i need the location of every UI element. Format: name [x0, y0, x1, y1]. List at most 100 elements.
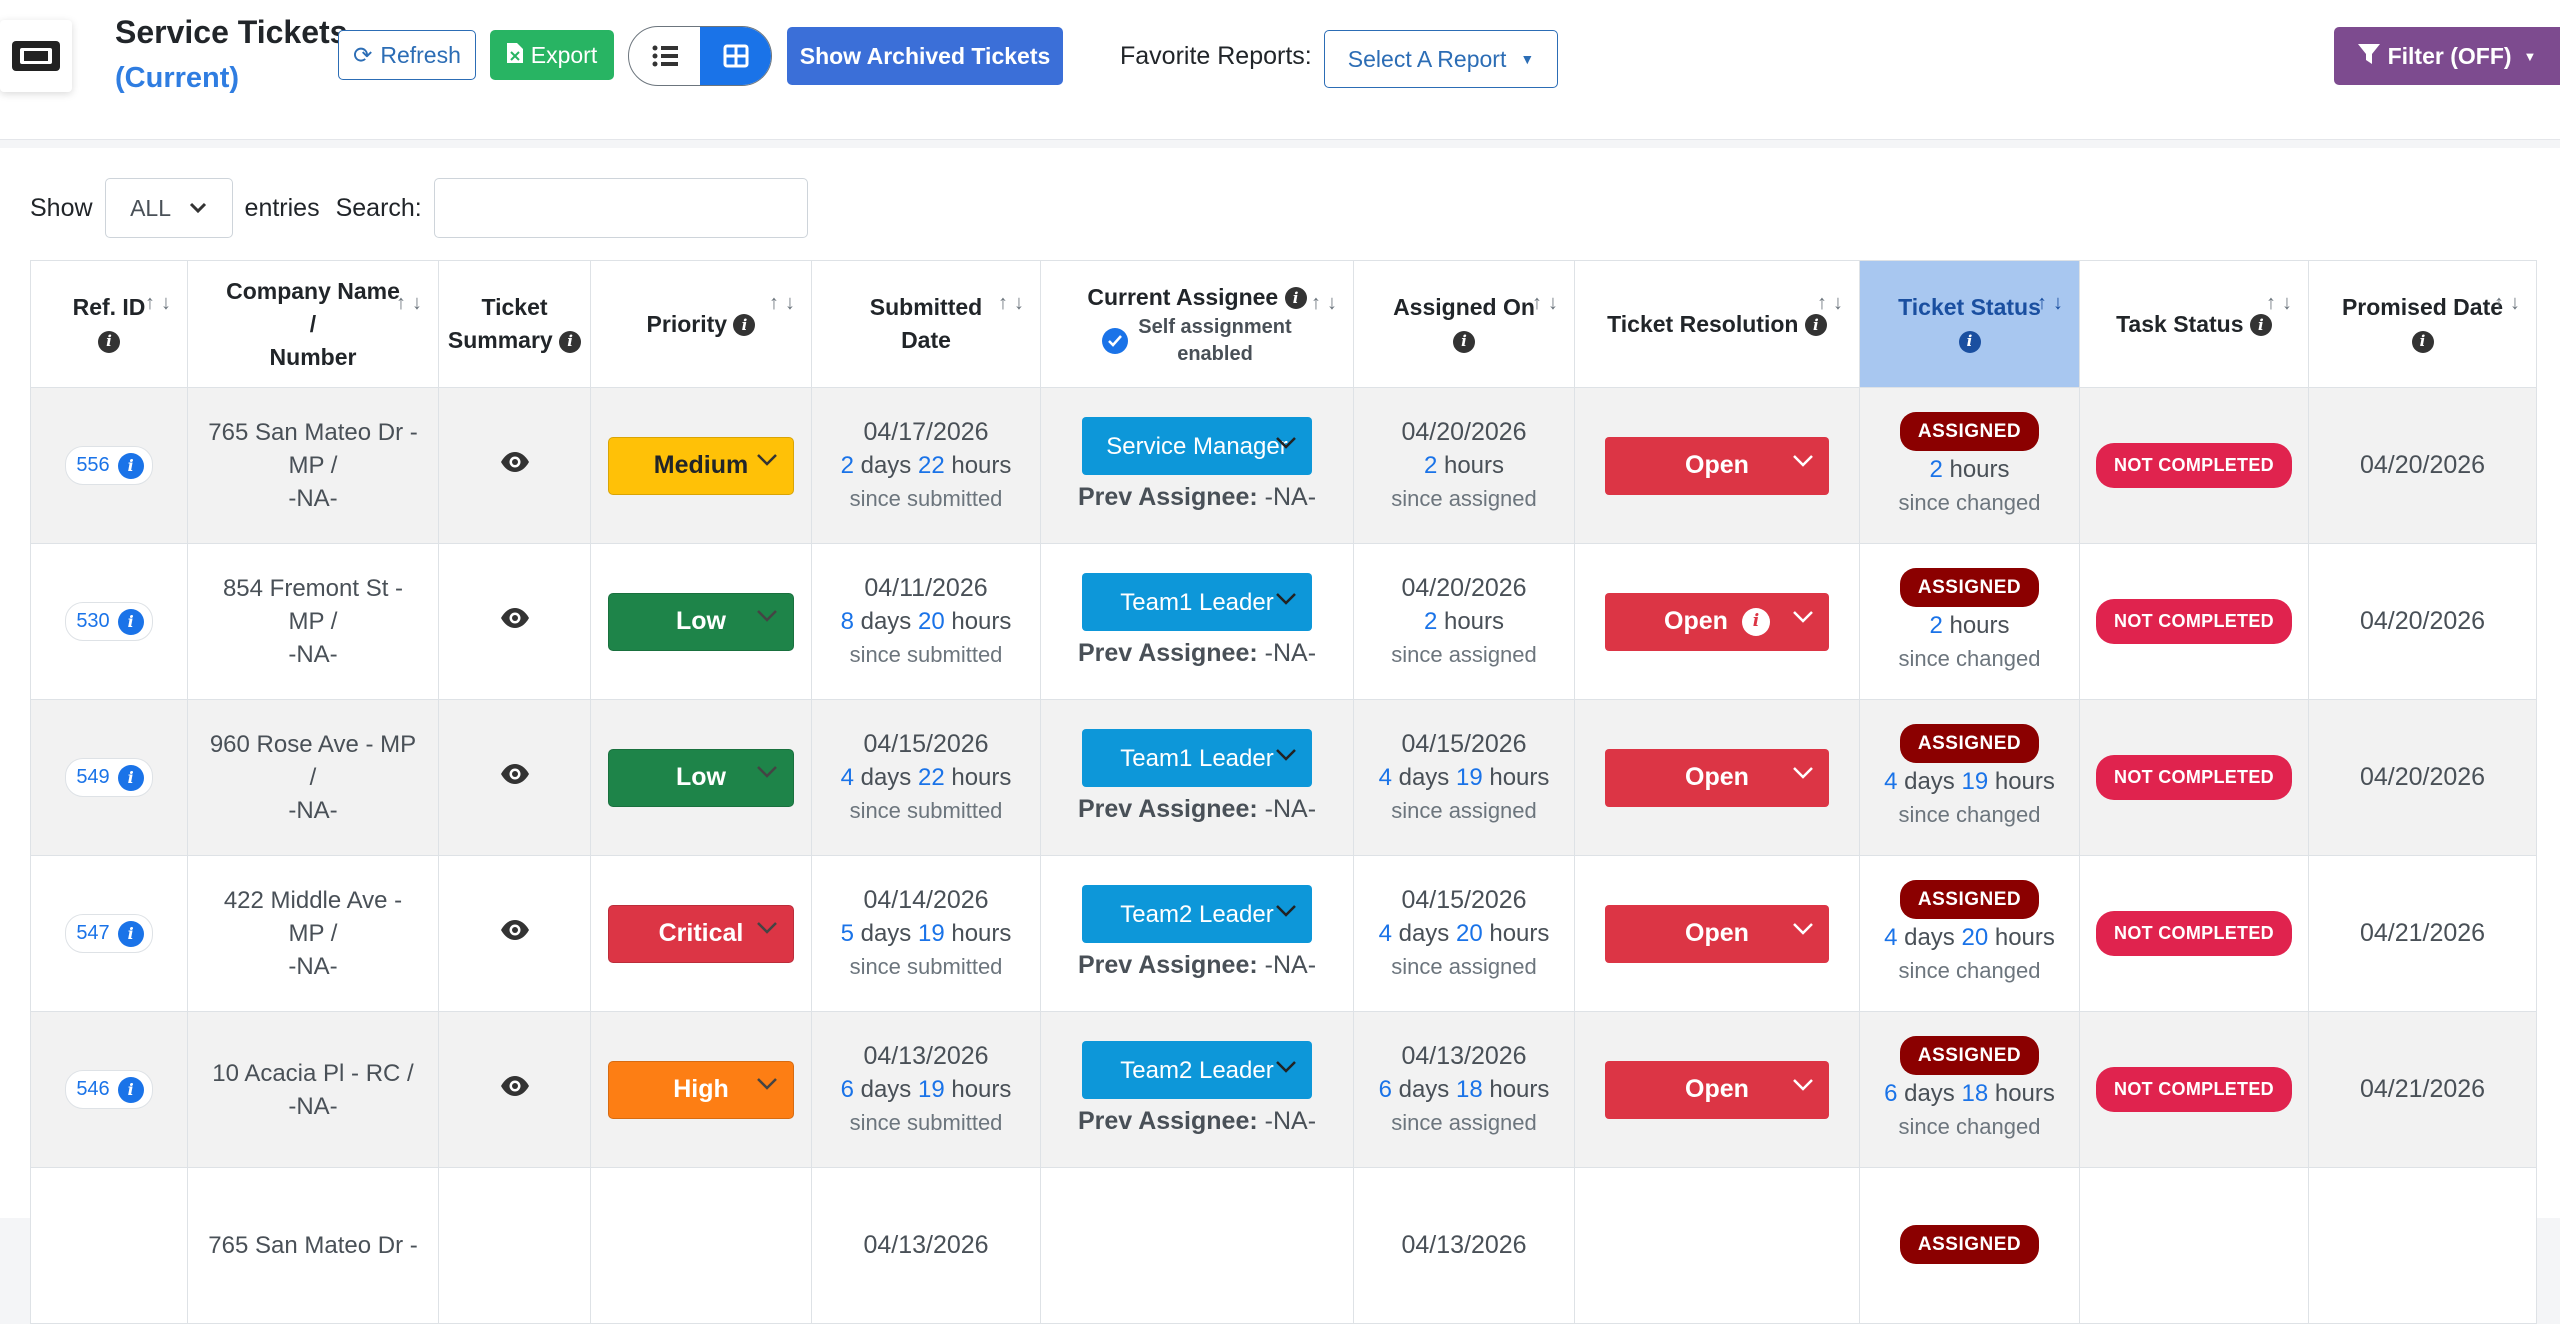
- col-priority[interactable]: Priority i ↑↓: [590, 260, 812, 388]
- col-resolution[interactable]: Ticket Resolution i ↑↓: [1574, 260, 1860, 388]
- cell-task-status: NOT COMPLETED: [2079, 1011, 2309, 1168]
- ref-id-pill[interactable]: 549 i: [65, 758, 153, 797]
- days-label: days: [1398, 764, 1450, 791]
- col-company[interactable]: Company Name / Number ↑↓: [187, 260, 439, 388]
- resolution-dropdown[interactable]: Open: [1605, 436, 1829, 495]
- info-icon[interactable]: i: [1958, 330, 1981, 353]
- eye-icon[interactable]: [500, 451, 530, 473]
- assignee-dropdown[interactable]: Service Manager: [1082, 417, 1312, 475]
- assignee-dropdown[interactable]: Team1 Leader: [1082, 729, 1312, 787]
- resolution-dropdown[interactable]: Open: [1605, 904, 1829, 963]
- company-line3: -NA-: [288, 953, 338, 980]
- cell-resolution: Open: [1574, 387, 1860, 544]
- entries-select[interactable]: ALL: [104, 178, 233, 238]
- table-row[interactable]: 556 i 765 San Mateo Dr - MP / -NA- Medium 04/1…: [30, 387, 2537, 544]
- company-line2: MP /: [288, 452, 338, 479]
- assignee-dropdown[interactable]: Team1 Leader: [1082, 573, 1312, 631]
- company-line2: /: [309, 764, 317, 791]
- export-label: Export: [530, 41, 598, 68]
- ref-id-pill[interactable]: 530 i: [65, 602, 153, 641]
- duration-hours: 19: [1455, 764, 1483, 791]
- prev-assignee-value: -NA-: [1264, 483, 1317, 511]
- info-icon[interactable]: i: [2249, 314, 2272, 337]
- info-icon[interactable]: i: [1804, 314, 1827, 337]
- info-icon[interactable]: i: [1284, 287, 1307, 310]
- duration-hours: 19: [917, 1076, 945, 1103]
- chevron-down-icon: [1276, 1061, 1296, 1073]
- eye-icon[interactable]: [500, 1075, 530, 1097]
- tickets-table: Ref. ID i ↑↓ Company Name / Number ↑↓ Ticket S…: [30, 260, 2537, 1324]
- eye-icon[interactable]: [500, 607, 530, 629]
- ticket-logo-icon[interactable]: [0, 20, 72, 92]
- grid-view-button[interactable]: [700, 27, 771, 85]
- ref-id-pill[interactable]: 556 i: [65, 446, 153, 485]
- info-icon[interactable]: i: [117, 764, 144, 791]
- eye-icon[interactable]: [500, 763, 530, 785]
- cell-submitted: 04/14/2026 5 days 19 hours since submitted: [811, 855, 1041, 1012]
- days-label: days: [1904, 924, 1955, 951]
- sort-icon: ↑↓: [396, 292, 428, 314]
- table-row[interactable]: 765 San Mateo Dr - 04/13/2026 04/13/2026 AS…: [30, 1167, 2537, 1324]
- priority-dropdown[interactable]: Critical: [608, 904, 794, 963]
- table-row[interactable]: 530 i 854 Fremont St - MP / -NA- Low 04/11/202…: [30, 543, 2537, 700]
- info-icon[interactable]: i: [117, 920, 144, 947]
- info-icon[interactable]: i: [117, 452, 144, 479]
- select-report-label: Select A Report: [1347, 45, 1507, 72]
- col-promised[interactable]: Promised Date i ↑↓: [2308, 260, 2537, 388]
- col-task-status[interactable]: Task Status i ↑↓: [2079, 260, 2309, 388]
- col-assigned-on-label: Assigned On: [1393, 294, 1535, 320]
- resolution-dropdown[interactable]: Open: [1605, 1060, 1829, 1119]
- info-icon[interactable]: i: [559, 330, 582, 353]
- company-line3: -NA-: [288, 641, 338, 668]
- assigned-date: 04/13/2026: [1401, 1231, 1527, 1259]
- info-icon[interactable]: i: [117, 608, 144, 635]
- ref-id-pill[interactable]: 546 i: [65, 1070, 153, 1109]
- view-toggle: [628, 26, 772, 86]
- table-row[interactable]: 546 i 10 Acacia Pl - RC / -NA- High 04/13/202…: [30, 1011, 2537, 1168]
- assignee-dropdown[interactable]: Team2 Leader: [1082, 1041, 1312, 1099]
- task-status-badge: NOT COMPLETED: [2096, 1067, 2292, 1112]
- info-icon[interactable]: i: [117, 1076, 144, 1103]
- entries-value: ALL: [130, 194, 172, 221]
- chevron-down-icon: [1793, 922, 1813, 935]
- info-icon[interactable]: i: [1453, 330, 1475, 353]
- days-label: days: [1398, 920, 1450, 947]
- col-status[interactable]: Ticket Status i ↑↓: [1859, 260, 2080, 388]
- info-icon[interactable]: i: [733, 314, 756, 337]
- col-assignee[interactable]: Current Assignee i Self assignment enable…: [1040, 260, 1354, 388]
- hours-label: hours: [1949, 612, 2010, 639]
- search-input[interactable]: [433, 178, 808, 238]
- select-report-dropdown[interactable]: Select A Report ▼: [1324, 30, 1558, 88]
- status-badge: ASSIGNED: [1899, 724, 2040, 763]
- col-ref-id[interactable]: Ref. ID i ↑↓: [30, 260, 188, 388]
- resolution-dropdown[interactable]: Open i: [1605, 592, 1829, 651]
- refresh-button[interactable]: ⟳ Refresh: [338, 30, 476, 80]
- priority-dropdown[interactable]: Low: [608, 748, 794, 807]
- info-icon[interactable]: i: [1741, 607, 1770, 636]
- list-view-button[interactable]: [629, 27, 700, 85]
- since-label: since assigned: [1391, 1110, 1537, 1135]
- priority-dropdown[interactable]: Medium: [608, 436, 794, 495]
- ref-id-pill[interactable]: 547 i: [65, 914, 153, 953]
- assignee-dropdown[interactable]: Team2 Leader: [1082, 885, 1312, 943]
- table-row[interactable]: 547 i 422 Middle Ave - MP / -NA- Critical 04/1…: [30, 855, 2537, 1012]
- duration-days: 5: [840, 920, 854, 947]
- col-submitted[interactable]: Submitted Date ↑↓: [811, 260, 1041, 388]
- col-assigned-on[interactable]: Assigned On i ↑↓: [1353, 260, 1575, 388]
- table-row[interactable]: 549 i 960 Rose Ave - MP / -NA- Low 04/15/2026 4…: [30, 699, 2537, 856]
- priority-value: Low: [676, 607, 726, 635]
- filter-button[interactable]: Filter (OFF) ▼: [2334, 27, 2560, 85]
- chevron-down-icon: [1276, 905, 1296, 917]
- list-icon: [652, 45, 678, 67]
- info-icon[interactable]: i: [2411, 330, 2434, 353]
- duration-hours: 20: [1455, 920, 1483, 947]
- priority-dropdown[interactable]: Low: [608, 592, 794, 651]
- export-button[interactable]: Export: [490, 30, 614, 80]
- priority-dropdown[interactable]: High: [608, 1060, 794, 1119]
- status-badge: ASSIGNED: [1899, 880, 2040, 919]
- info-icon[interactable]: i: [98, 330, 120, 353]
- eye-icon[interactable]: [500, 919, 530, 941]
- show-archived-button[interactable]: Show Archived Tickets: [787, 27, 1063, 85]
- resolution-dropdown[interactable]: Open: [1605, 748, 1829, 807]
- priority-value: Critical: [658, 919, 744, 947]
